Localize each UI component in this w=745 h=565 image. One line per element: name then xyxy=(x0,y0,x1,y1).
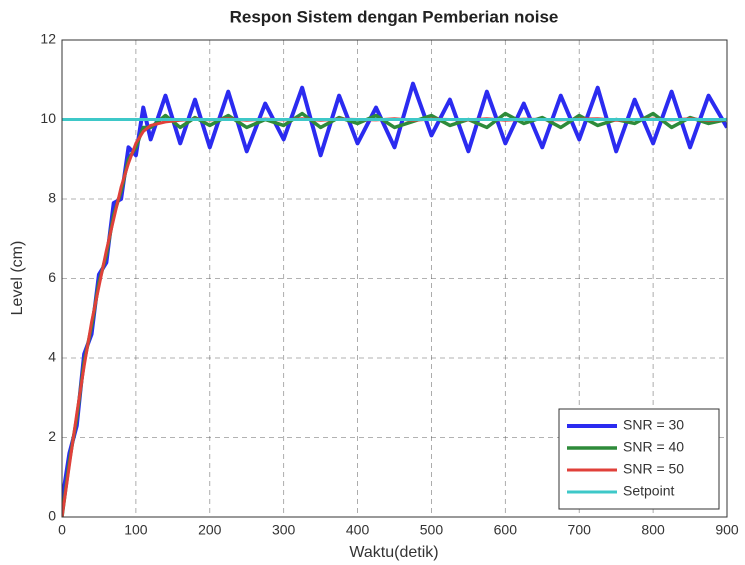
axes-box xyxy=(61,39,728,518)
x-tick-label: 300 xyxy=(272,522,296,538)
x-tick-label: 100 xyxy=(124,522,148,538)
x-tick-label: 500 xyxy=(420,522,444,538)
y-tick-label: 10 xyxy=(40,110,56,126)
x-tick-label: 400 xyxy=(346,522,370,538)
x-tick-label: 200 xyxy=(198,522,222,538)
legend-label: Setpoint xyxy=(623,483,674,499)
x-tick-label: 0 xyxy=(58,522,66,538)
x-tick-label: 800 xyxy=(641,522,665,538)
y-tick-label: 8 xyxy=(48,190,56,206)
y-tick-label: 12 xyxy=(40,31,56,47)
y-tick-label: 2 xyxy=(48,428,56,444)
legend-label: SNR = 40 xyxy=(623,439,684,455)
y-tick-label: 4 xyxy=(48,349,56,365)
chart-title: Respon Sistem dengan Pemberian noise xyxy=(230,7,559,26)
y-tick-label: 6 xyxy=(48,269,56,285)
y-tick-label: 0 xyxy=(48,508,56,524)
x-tick-label: 600 xyxy=(494,522,518,538)
x-axis-label: Waktu(detik) xyxy=(349,544,438,561)
y-axis-label: Level (cm) xyxy=(9,241,26,316)
x-tick-label: 700 xyxy=(568,522,592,538)
legend-label: SNR = 50 xyxy=(623,461,684,477)
legend-label: SNR = 30 xyxy=(623,417,684,433)
x-tick-label: 900 xyxy=(715,522,739,538)
